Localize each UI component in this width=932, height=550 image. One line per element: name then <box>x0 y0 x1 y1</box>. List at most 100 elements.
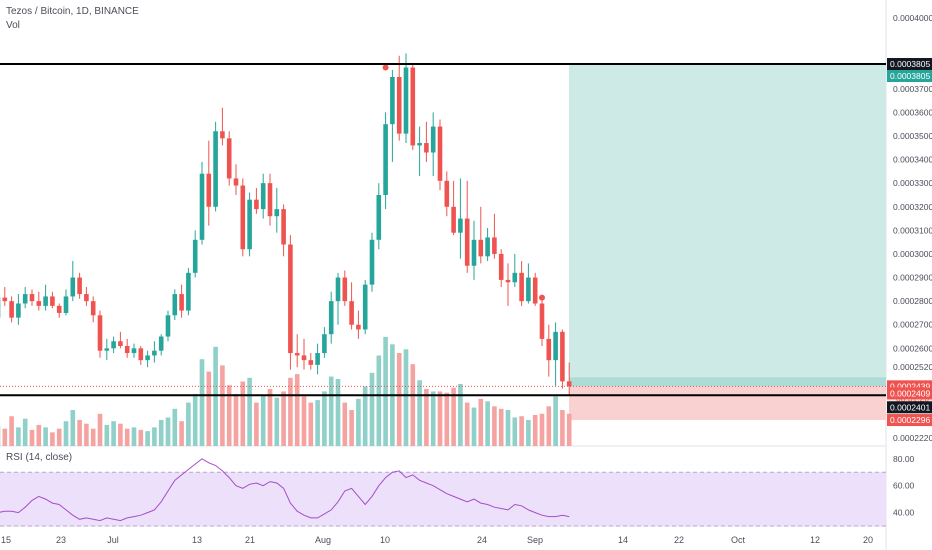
support-price-tag-bg <box>887 401 932 414</box>
time-tick-label: 15 <box>1 535 11 545</box>
volume-bar <box>430 391 436 446</box>
candle-body <box>519 272 524 302</box>
time-tick-label: 23 <box>56 535 66 545</box>
candle-body <box>532 277 538 304</box>
candle-body <box>308 360 314 365</box>
candle-body <box>553 331 558 361</box>
price-tick-label: 0.0002600 <box>893 343 932 353</box>
candle-body <box>2 297 8 302</box>
volume-bar <box>104 424 110 446</box>
volume-bar <box>36 424 42 446</box>
volume-bar <box>396 353 402 446</box>
volume-bar <box>294 374 300 446</box>
volume-bar <box>145 431 150 446</box>
price-tick-label: 0.0002220 <box>893 433 932 443</box>
volume-bar <box>56 428 62 446</box>
volume-bar <box>118 423 123 446</box>
candle-body <box>403 67 409 134</box>
candle-body <box>498 253 504 280</box>
volume-legend[interactable]: Vol <box>6 20 20 31</box>
volume-bar <box>111 421 116 446</box>
volume-bar <box>417 380 422 446</box>
volume-bar <box>226 385 232 446</box>
volume-bar <box>288 377 293 446</box>
volume-bar <box>356 398 361 446</box>
candle-body <box>118 341 123 346</box>
candle-body <box>369 239 375 285</box>
volume-bar <box>471 407 477 446</box>
volume-bar <box>186 402 191 446</box>
candle-body <box>131 348 137 354</box>
candle-body <box>417 143 422 146</box>
candle-body <box>226 138 232 179</box>
candle-body <box>186 272 191 311</box>
candle-body <box>111 341 116 349</box>
volume-bar <box>451 387 456 446</box>
candle-body <box>492 237 497 254</box>
volume-bar <box>77 419 82 446</box>
volume-bar <box>560 410 565 446</box>
price-tick-label: 0.0004000 <box>893 13 932 23</box>
volume-bar <box>315 400 320 446</box>
volume-bar <box>50 432 55 446</box>
volume-bar <box>539 413 545 446</box>
volume-bar <box>233 393 239 446</box>
candle-body <box>213 131 218 207</box>
candle-body <box>464 218 470 266</box>
symbol-legend[interactable]: Tezos / Bitcoin, 1D, BINANCE <box>6 6 139 17</box>
volume-bars <box>0 336 572 446</box>
volume-bar <box>2 428 8 446</box>
candle-body <box>274 209 280 217</box>
candle-body <box>199 173 205 240</box>
candle-body <box>437 126 443 181</box>
candle-body <box>281 209 286 245</box>
price-tick-label: 0.0003400 <box>893 155 932 165</box>
candle-body <box>546 338 552 361</box>
volume-bar <box>274 397 280 446</box>
price-tick-label: 0.0002520 <box>893 362 932 372</box>
volume-bar <box>519 416 524 446</box>
candle-body <box>294 353 300 356</box>
candle-body <box>539 303 545 339</box>
volume-bar <box>362 386 368 446</box>
price-tick-label: 0.0003100 <box>893 225 932 235</box>
candle-body <box>362 284 368 330</box>
time-tick-label: 20 <box>863 535 873 545</box>
candle-body <box>70 277 76 297</box>
volume-bar <box>199 359 205 446</box>
time-tick-label: Aug <box>315 535 331 545</box>
volume-bar <box>464 402 470 446</box>
volume-bar <box>84 423 89 446</box>
volume-bar <box>267 388 273 446</box>
time-tick-label: Oct <box>731 535 746 545</box>
volume-bar <box>485 401 490 446</box>
candle-body <box>84 294 89 302</box>
time-tick-label: 22 <box>674 535 684 545</box>
volume-bar <box>254 402 259 446</box>
volume-bar <box>376 355 382 446</box>
volume-bar <box>138 429 144 446</box>
volume-bar <box>335 379 341 446</box>
price-tick-label: 0.0002800 <box>893 296 932 306</box>
stop-price-tag: 0.0002296 <box>890 415 930 425</box>
candle-body <box>526 277 531 302</box>
candle-body <box>240 185 246 250</box>
candle-body <box>165 315 171 337</box>
candle-body <box>260 183 266 210</box>
price-tick-label: 0.0003600 <box>893 107 932 117</box>
rsi-legend[interactable]: RSI (14, close) <box>6 452 73 463</box>
target-price-tag-bg <box>887 58 932 71</box>
volume-bar <box>16 427 21 446</box>
candle-body <box>485 237 490 257</box>
volume-bar <box>349 410 354 446</box>
time-tick-label: 14 <box>618 535 628 545</box>
candle-body <box>254 199 259 210</box>
volume-bar <box>172 408 178 446</box>
volume-bar <box>478 398 484 446</box>
volume-bar <box>301 396 307 446</box>
candle-body <box>383 124 388 195</box>
volume-bar <box>22 418 28 446</box>
candle-body <box>233 178 239 186</box>
horizontal-levels <box>0 63 886 397</box>
